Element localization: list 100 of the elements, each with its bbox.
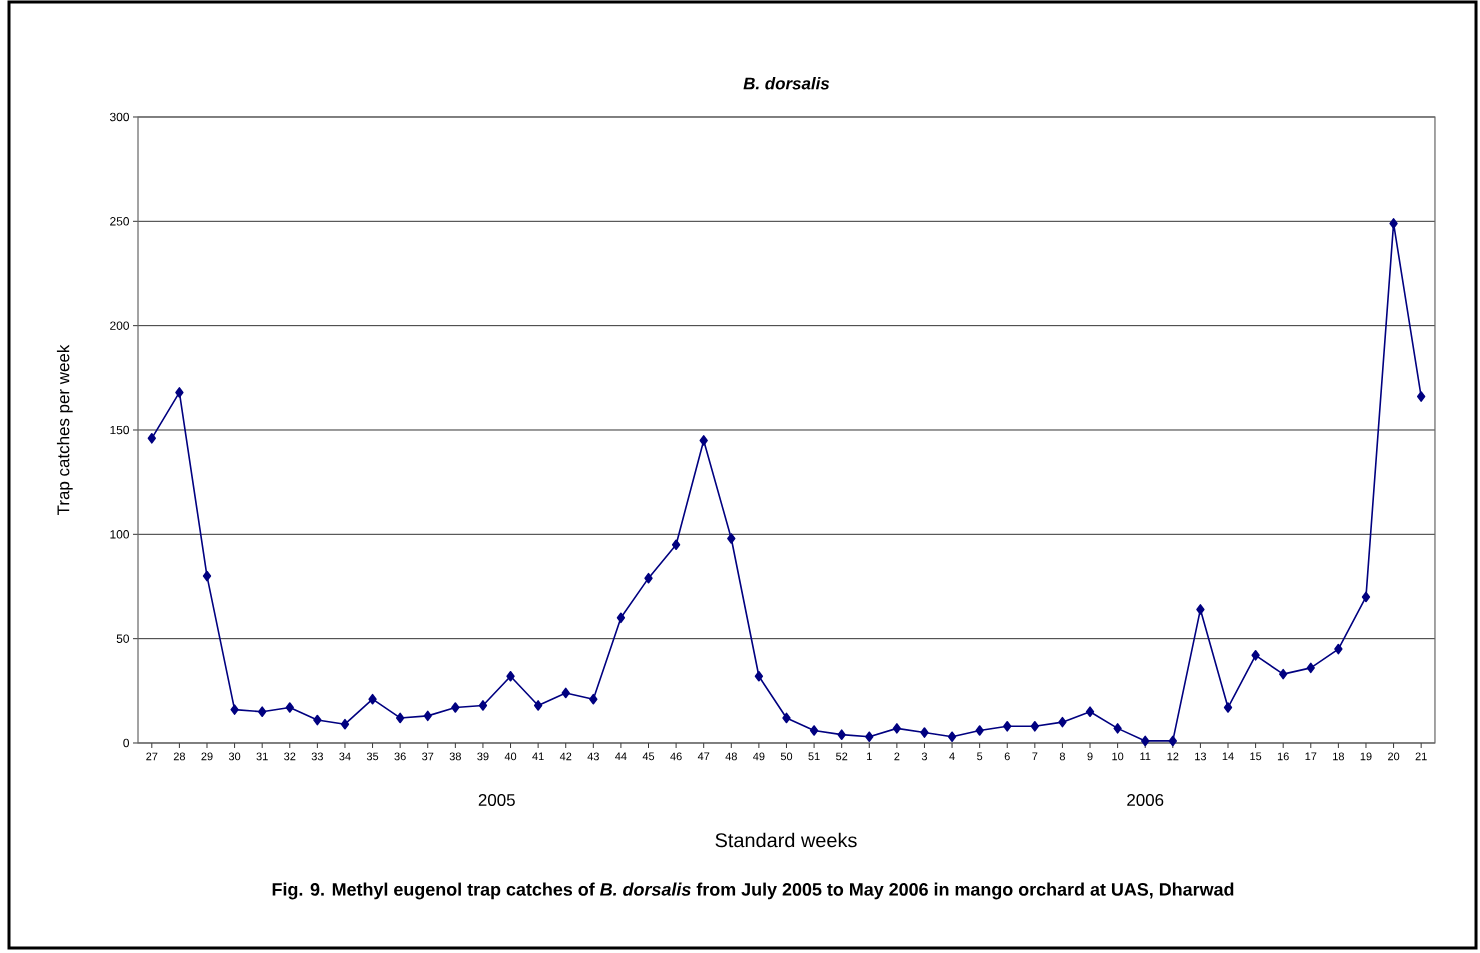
x-tick-label: 39 (477, 752, 489, 761)
y-tick-label: 200 (110, 321, 130, 330)
point (837, 729, 846, 740)
point (1334, 643, 1343, 655)
x-tick-label: 10 (1112, 752, 1124, 761)
x-tick-label: 46 (670, 752, 682, 761)
x-tick-label: 4 (949, 752, 955, 761)
x-tick-label: 45 (642, 752, 655, 761)
point (892, 723, 902, 734)
point (533, 700, 543, 711)
y-tick-label: 100 (110, 530, 130, 539)
x-tick-label: 28 (173, 752, 185, 761)
x-tick-label: 3 (921, 752, 928, 761)
point (1030, 721, 1040, 732)
text: 2005 (478, 794, 515, 806)
point (423, 710, 432, 722)
point (1141, 735, 1150, 747)
x-tick-label: 35 (366, 752, 379, 761)
point (1058, 716, 1067, 728)
y-tick-label: 150 (110, 425, 130, 435)
point (699, 435, 708, 446)
x-tick-label: 40 (504, 752, 517, 761)
x-tick-label: 47 (697, 752, 710, 761)
x-tick-label: 15 (1250, 752, 1262, 761)
x-tick-label: 33 (311, 752, 323, 761)
x-tick-label: 43 (587, 752, 599, 761)
y-tick-label: 300 (109, 112, 130, 122)
point (1361, 591, 1371, 603)
point (727, 533, 736, 544)
x-tick-label: 21 (1415, 752, 1427, 761)
x-tick-label: 32 (284, 752, 296, 761)
x-tick-label: 31 (256, 752, 268, 761)
x-tick-label: 20 (1388, 752, 1400, 761)
point (1416, 391, 1426, 402)
point (1306, 662, 1315, 674)
x-tick-label: 30 (228, 752, 241, 761)
point (671, 539, 681, 551)
x-tick-label: 38 (449, 752, 461, 761)
point (1003, 721, 1012, 732)
x-tick-label: 51 (808, 752, 820, 761)
x-tick-label: 12 (1167, 752, 1179, 761)
point (589, 693, 598, 705)
point (1251, 650, 1260, 661)
point (395, 712, 405, 724)
x-tick-label: 34 (339, 752, 351, 761)
point (340, 718, 350, 730)
point (561, 687, 570, 699)
x-tick-label: 36 (394, 752, 406, 761)
point (230, 704, 239, 715)
point (1113, 723, 1122, 734)
point (1196, 604, 1205, 615)
point (202, 570, 212, 582)
text: 2006 (1127, 794, 1164, 806)
point (258, 706, 267, 717)
point (616, 612, 626, 624)
x-tick-label: 9 (1087, 752, 1093, 761)
x-tick-label: 16 (1277, 752, 1289, 761)
point (1085, 706, 1095, 717)
point (506, 670, 515, 682)
x-tick-label: 11 (1140, 752, 1151, 761)
x-tick-label: 17 (1305, 752, 1317, 761)
point (478, 700, 488, 711)
y-tick-label: 50 (116, 634, 130, 643)
x-tick-label: 2 (894, 752, 900, 761)
point (782, 712, 791, 724)
x-tick-label: 8 (1059, 752, 1065, 761)
point (975, 725, 984, 736)
point (285, 702, 294, 713)
x-tick-label: 7 (1032, 752, 1038, 761)
point (175, 387, 184, 398)
point (1389, 218, 1398, 229)
point (1168, 735, 1177, 747)
x-tick-label: 1 (867, 752, 872, 761)
point (754, 670, 764, 682)
x-tick-label: 13 (1195, 752, 1207, 761)
point (947, 731, 957, 743)
chart-title: B. dorsalis (743, 77, 830, 90)
x-axis-title: Standard weeks (715, 832, 857, 848)
point (147, 433, 156, 444)
x-tick-label: 14 (1222, 752, 1234, 761)
point (451, 702, 460, 713)
x-tick-label: 29 (201, 752, 213, 761)
caption: Fig. 9. Methyl eugenol trap catches of B. dorsalis from July 2005 to May 2006 in mango orchard at UAS, Dharwad (272, 882, 1234, 900)
x-tick-label: 50 (780, 752, 793, 761)
point (1279, 668, 1288, 680)
y-tick-label: 0 (123, 738, 130, 748)
point (644, 572, 653, 584)
x-tick-label: 18 (1333, 752, 1344, 761)
point (368, 693, 377, 705)
point (865, 731, 874, 743)
y-axis-title: Trap catches per week (56, 344, 73, 515)
x-tick-label: 49 (753, 752, 765, 761)
x-tick-label: 41 (532, 752, 544, 761)
point (809, 725, 819, 736)
x-tick-label: 37 (422, 752, 434, 761)
point (1223, 702, 1233, 713)
x-tick-label: 44 (615, 752, 627, 761)
x-tick-label: 42 (559, 752, 572, 761)
x-tick-label: 52 (836, 752, 848, 761)
y-tick-label: 250 (110, 217, 130, 226)
